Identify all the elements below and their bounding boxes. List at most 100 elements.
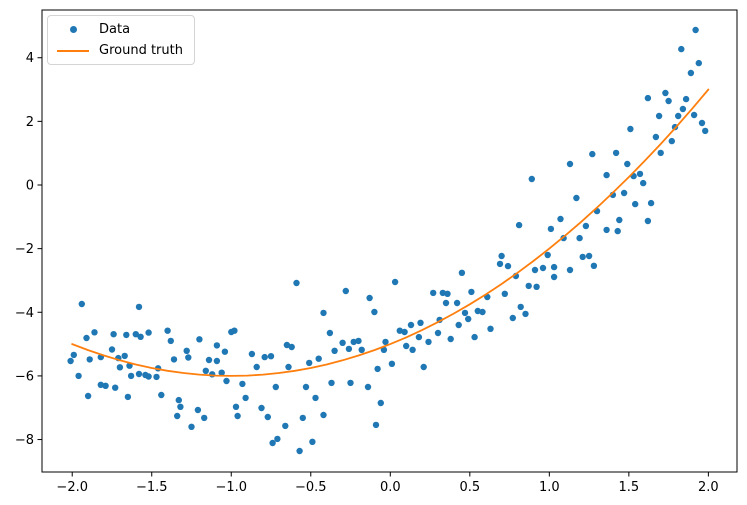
data-point <box>461 309 469 317</box>
data-point <box>640 179 647 187</box>
data-point <box>84 392 92 400</box>
data-point <box>420 363 427 371</box>
data-point <box>504 262 512 270</box>
data-point <box>662 89 669 97</box>
data-point <box>515 221 523 229</box>
data-point <box>299 414 306 422</box>
x-tick-label: 2.0 <box>698 480 719 495</box>
data-point <box>442 299 450 307</box>
data-point <box>339 339 346 346</box>
data-point <box>70 351 78 359</box>
data-point <box>550 273 558 281</box>
data-point <box>231 327 238 334</box>
data-point <box>158 391 165 399</box>
data-point <box>632 200 639 208</box>
data-point <box>665 97 672 105</box>
data-point <box>328 379 335 387</box>
data-point <box>123 331 130 339</box>
data-point <box>86 356 93 363</box>
data-point <box>205 356 213 364</box>
y-tick-label: −4 <box>15 306 34 321</box>
data-point <box>585 252 593 260</box>
data-point <box>668 137 675 145</box>
data-point <box>177 403 184 410</box>
data-point <box>202 367 209 374</box>
x-tick-label: 0.5 <box>459 480 480 495</box>
data-point <box>566 160 574 168</box>
data-point <box>167 337 174 345</box>
data-point <box>312 394 319 402</box>
data-point <box>458 269 466 276</box>
data-point <box>258 404 265 412</box>
data-point <box>102 382 109 389</box>
data-point <box>531 266 539 274</box>
data-point <box>83 334 90 342</box>
data-point <box>315 355 322 362</box>
data-point <box>444 290 451 297</box>
data-point <box>350 338 357 346</box>
data-point <box>326 329 334 337</box>
x-tick-label: −1.5 <box>136 480 168 495</box>
data-point <box>498 252 505 260</box>
x-tick-label: 0.0 <box>380 480 401 495</box>
data-point <box>501 290 508 297</box>
data-point <box>372 421 380 429</box>
data-point <box>78 300 86 308</box>
data-point <box>657 149 664 157</box>
data-point <box>557 215 564 223</box>
data-point <box>366 294 373 302</box>
data-point <box>465 315 472 323</box>
legend-item-data: Data <box>54 20 184 39</box>
data-point <box>67 357 74 365</box>
data-point <box>589 150 596 158</box>
data-point <box>185 354 192 361</box>
data-point <box>690 111 698 119</box>
data-point <box>425 338 432 346</box>
line-marker-icon <box>57 49 89 52</box>
data-point <box>695 59 702 67</box>
series-layer <box>67 26 710 455</box>
data-point <box>124 393 132 401</box>
data-point <box>127 372 135 380</box>
x-tick-label: −2.0 <box>56 480 88 495</box>
data-point <box>331 347 338 354</box>
data-point <box>145 373 152 380</box>
data-point <box>342 287 349 295</box>
x-tick-label: 1.0 <box>539 480 560 495</box>
data-point <box>267 353 275 360</box>
data-point <box>471 333 478 341</box>
data-point <box>576 234 583 242</box>
data-point <box>509 314 516 322</box>
data-point <box>135 370 143 378</box>
data-point <box>234 412 241 420</box>
data-point <box>97 381 105 388</box>
data-point <box>603 226 610 234</box>
x-tick-label: −1.0 <box>215 480 247 495</box>
data-point <box>239 380 246 388</box>
data-point <box>364 383 372 391</box>
data-point <box>647 199 655 207</box>
data-point <box>272 383 279 391</box>
data-point <box>417 319 424 326</box>
data-point <box>112 384 119 391</box>
data-point <box>302 383 310 391</box>
data-point <box>487 325 494 332</box>
legend-handle <box>54 26 92 33</box>
data-point <box>283 341 291 349</box>
data-point <box>627 125 634 133</box>
data-point <box>380 346 388 353</box>
data-point <box>407 321 415 329</box>
data-point <box>242 394 249 402</box>
data-point <box>194 406 202 414</box>
data-point <box>533 283 540 290</box>
data-point <box>137 333 144 340</box>
data-point <box>401 328 408 336</box>
data-point <box>213 357 221 365</box>
data-point <box>347 379 354 387</box>
data-point <box>377 399 384 407</box>
data-point <box>415 333 423 341</box>
data-point <box>145 329 152 336</box>
data-point <box>269 439 276 447</box>
data-point <box>566 266 574 274</box>
legend-handle <box>54 49 92 52</box>
